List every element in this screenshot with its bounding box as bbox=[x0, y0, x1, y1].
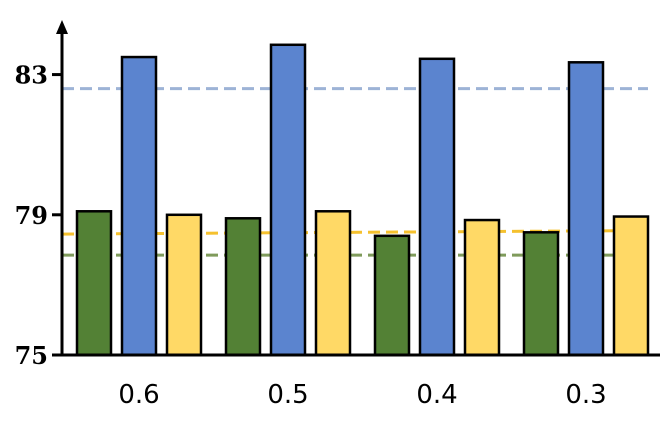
y-tick-label: 83 bbox=[15, 61, 48, 90]
y-axis-arrow bbox=[56, 20, 68, 34]
bar-series1-cat2 bbox=[224, 217, 262, 357]
bar-series1-cat3 bbox=[373, 234, 411, 357]
bar-series1-cat4 bbox=[522, 231, 560, 357]
bar-series3-cat3 bbox=[463, 218, 501, 357]
y-ticks: 75 79 83 bbox=[15, 61, 62, 370]
bar-series2-cat3 bbox=[418, 57, 456, 357]
bar-series3-cat1 bbox=[165, 213, 203, 357]
x-tick-label: 0.5 bbox=[267, 380, 308, 410]
bar-series3-cat2 bbox=[314, 210, 352, 357]
bar-series3-cat4 bbox=[612, 215, 650, 357]
y-tick-label: 79 bbox=[15, 201, 48, 230]
bar-series2-cat2 bbox=[269, 43, 307, 357]
x-tick-label: 0.3 bbox=[565, 380, 606, 410]
bars bbox=[75, 43, 650, 357]
bar-series2-cat4 bbox=[567, 61, 605, 357]
x-tick-label: 0.6 bbox=[118, 380, 159, 410]
bar-series1-cat1 bbox=[75, 210, 113, 357]
y-tick-label: 75 bbox=[15, 341, 48, 370]
x-ticks: 0.6 0.5 0.4 0.3 bbox=[118, 380, 606, 410]
x-tick-label: 0.4 bbox=[416, 380, 457, 410]
bar-series2-cat1 bbox=[120, 55, 158, 357]
